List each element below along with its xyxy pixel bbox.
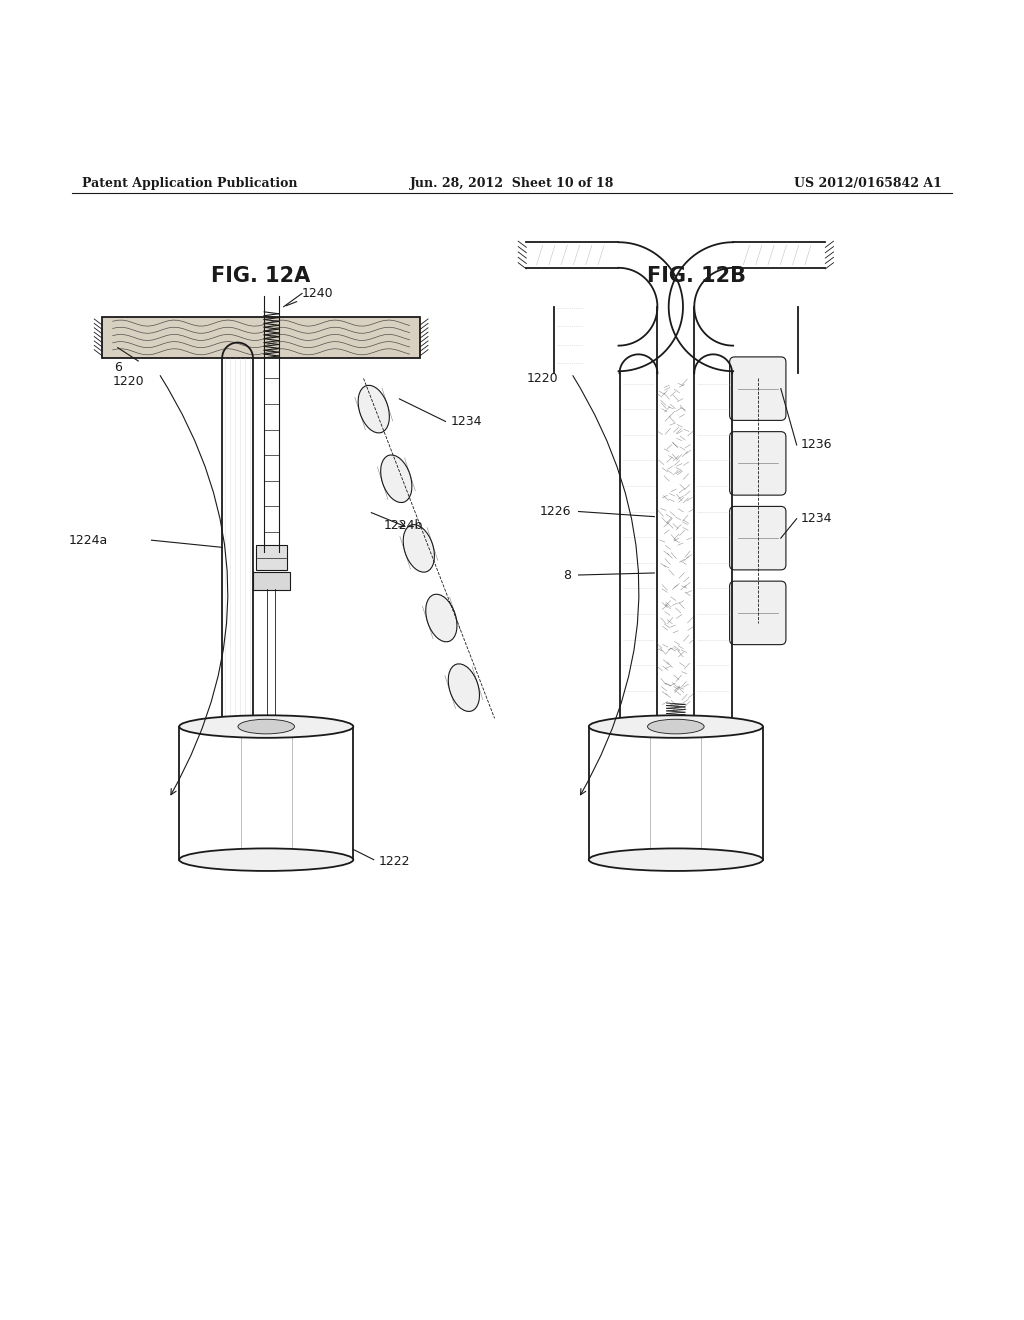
Text: 1236: 1236 — [801, 438, 833, 451]
Text: 8: 8 — [563, 569, 571, 582]
Ellipse shape — [647, 719, 705, 734]
Text: 1240: 1240 — [287, 286, 334, 306]
FancyBboxPatch shape — [730, 581, 786, 644]
Text: 1234: 1234 — [801, 512, 833, 525]
Text: Jun. 28, 2012  Sheet 10 of 18: Jun. 28, 2012 Sheet 10 of 18 — [410, 177, 614, 190]
Text: 1234: 1234 — [451, 414, 482, 428]
Ellipse shape — [426, 594, 457, 642]
Text: 1224a: 1224a — [69, 533, 108, 546]
Text: 1220: 1220 — [527, 372, 558, 385]
Text: 1224b: 1224b — [384, 519, 423, 532]
Text: US 2012/0165842 A1: US 2012/0165842 A1 — [795, 177, 942, 190]
FancyBboxPatch shape — [730, 507, 786, 570]
Text: 1226: 1226 — [540, 506, 571, 517]
Ellipse shape — [238, 719, 295, 734]
Text: Patent Application Publication: Patent Application Publication — [82, 177, 297, 190]
FancyBboxPatch shape — [253, 572, 290, 590]
Ellipse shape — [449, 664, 479, 711]
Polygon shape — [102, 317, 420, 358]
Ellipse shape — [589, 849, 763, 871]
Text: FIG. 12A: FIG. 12A — [212, 267, 310, 286]
FancyBboxPatch shape — [256, 545, 287, 570]
Ellipse shape — [358, 385, 389, 433]
Text: 1222: 1222 — [379, 855, 411, 869]
Text: FIG. 12B: FIG. 12B — [647, 267, 745, 286]
Ellipse shape — [381, 455, 412, 503]
Ellipse shape — [179, 849, 353, 871]
Text: 1220: 1220 — [113, 375, 143, 388]
FancyBboxPatch shape — [730, 356, 786, 420]
Text: 6: 6 — [114, 360, 122, 374]
Ellipse shape — [589, 715, 763, 738]
Ellipse shape — [403, 524, 434, 572]
Ellipse shape — [179, 715, 353, 738]
FancyBboxPatch shape — [730, 432, 786, 495]
